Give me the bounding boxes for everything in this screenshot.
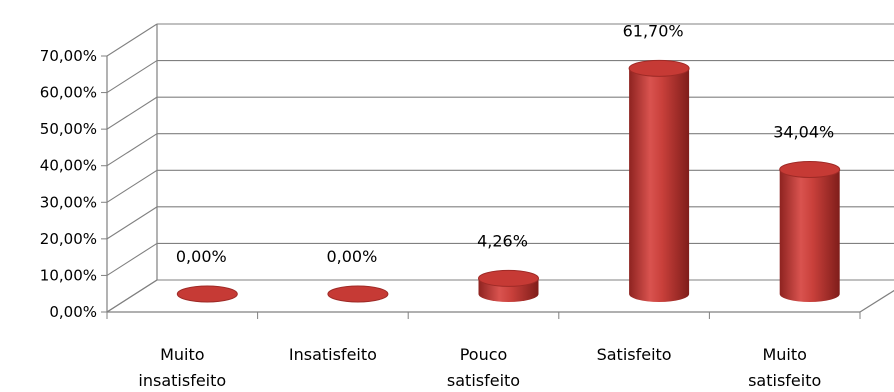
data-label: 61,70% [623, 21, 684, 40]
data-labels: 0,00% 0,00% 4,26% 61,70% 34,04% [176, 21, 834, 266]
bar-top [478, 269, 539, 287]
gridline-side [106, 206, 158, 240]
category-label: Satisfeito [597, 345, 672, 364]
y-axis-ticks: 0,00% 10,00% 20,00% 30,00% 40,00% 50,00% 60,00… [40, 47, 97, 321]
y-tick-label: 50,00% [40, 120, 97, 138]
category-labels: Muito insatisfeito Insatisfeito Pouco satisf… [138, 345, 821, 390]
gridline-side [106, 60, 158, 94]
bar-top [628, 59, 690, 77]
category-label: Muito satisfeito [748, 345, 821, 390]
y-tick-label: 10,00% [40, 266, 97, 284]
gridline-side [106, 96, 158, 130]
category-label: Insatisfeito [289, 345, 377, 364]
gridline-side [106, 169, 158, 203]
floor-right-edge [859, 289, 894, 313]
gridline-side [106, 242, 158, 276]
y-tick-label: 60,00% [40, 84, 97, 102]
bar [779, 161, 841, 302]
bar [478, 269, 539, 302]
bar-body [629, 68, 690, 303]
data-label: 0,00% [176, 247, 227, 266]
data-label: 4,26% [477, 231, 528, 250]
bar-top [176, 285, 238, 303]
y-tick-label: 40,00% [40, 157, 97, 175]
bars [176, 59, 841, 303]
bar [327, 285, 389, 303]
gridline-side [106, 23, 158, 57]
y-tick-label: 20,00% [40, 230, 97, 248]
gridline-side [106, 279, 158, 313]
bar-top [779, 161, 841, 179]
bar-body [779, 169, 840, 302]
data-label: 0,00% [326, 247, 377, 266]
category-label: Muito insatisfeito [138, 345, 226, 390]
y-tick-label: 30,00% [40, 193, 97, 211]
bar [176, 285, 238, 303]
y-tick-label: 70,00% [40, 47, 97, 65]
data-label: 34,04% [773, 123, 834, 142]
bar [628, 59, 690, 303]
category-label: Pouco satisfeito [447, 345, 520, 390]
bar-top [327, 285, 389, 303]
gridline-side [106, 133, 158, 167]
y-tick-label: 0,00% [49, 303, 97, 321]
